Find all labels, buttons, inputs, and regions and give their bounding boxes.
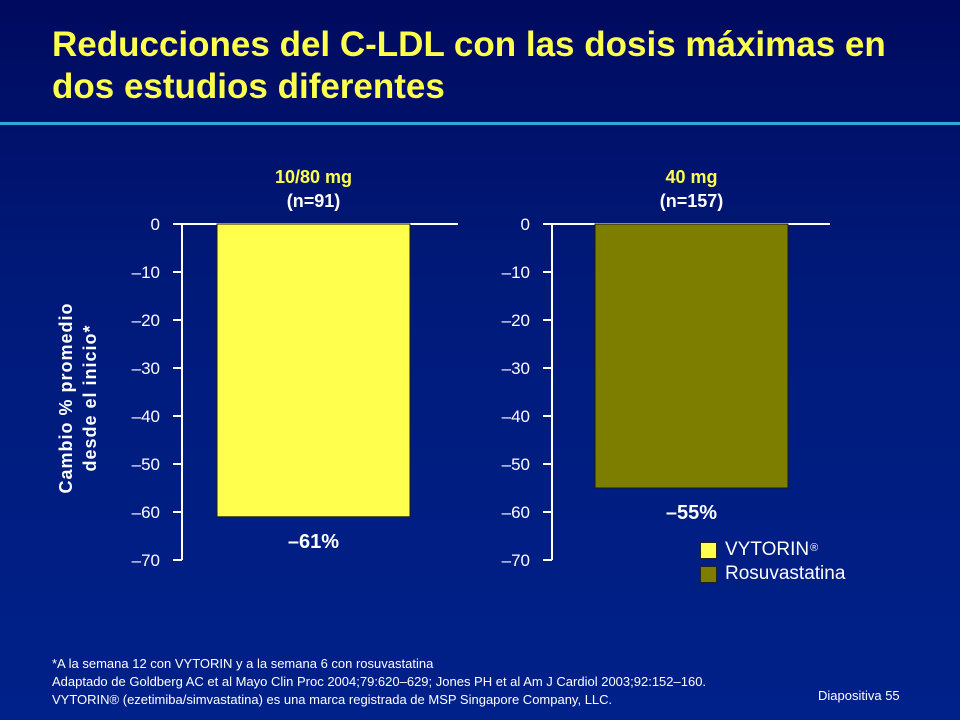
registered-mark: ®	[810, 542, 819, 554]
panel-1-y-tick-label: –70	[132, 551, 160, 570]
panel-2-y-tick-label: –40	[502, 407, 530, 426]
panel-2-y-tick-label: –30	[502, 359, 530, 378]
legend-item-rosuvastatina: Rosuvastatina	[700, 562, 845, 586]
y-axis-label-line-2: desde el inicio*	[80, 324, 100, 472]
panel-1-y-tick-label: –30	[132, 359, 160, 378]
panel-2-value-label: –55%	[666, 502, 717, 524]
panel-2-y-tick-label: 0	[521, 215, 530, 234]
panel-1-value-label: –61%	[288, 531, 339, 553]
slide-title: Reducciones del C-LDL con las dosis máxi…	[52, 25, 886, 106]
panel-1-y-tick-label: –10	[132, 263, 160, 282]
legend-item-vytorin: VYTORIN ®	[700, 538, 845, 562]
panel-2-y-tick-label: –20	[502, 311, 530, 330]
panel-1-dose-label: 10/80 mg	[275, 167, 352, 187]
panel-1-y-tick-label: –60	[132, 503, 160, 522]
panel-1-y-tick-label: –50	[132, 455, 160, 474]
legend: VYTORIN ® Rosuvastatina	[700, 538, 845, 586]
legend-label-vytorin: VYTORIN	[725, 539, 810, 560]
legend-label-rosuvastatina: Rosuvastatina	[725, 563, 846, 584]
footnote-1: *A la semana 12 con VYTORIN y a la seman…	[52, 656, 434, 671]
panel-2-dose-label: 40 mg	[665, 167, 717, 187]
panel-2-y-tick-label: –70	[502, 551, 530, 570]
legend-swatch-rosuvastatina	[700, 565, 717, 583]
panel-2-y-tick-label: –60	[502, 503, 530, 522]
panel-2-n-label: (n=157)	[660, 191, 724, 211]
footnote-3: VYTORIN® (ezetimiba/simvastatina) es una…	[52, 692, 613, 707]
y-axis-label: Cambio % promedio desde el inicio*	[54, 268, 104, 528]
panel-1-y-tick-label: –20	[132, 311, 160, 330]
panel-2-y-tick-label: –10	[502, 263, 530, 282]
legend-swatch-vytorin	[700, 541, 717, 559]
y-axis-label-line-1: Cambio % promedio	[56, 302, 76, 494]
title-divider	[0, 122, 960, 125]
panel-1-n-label: (n=91)	[287, 191, 341, 211]
panel-1-y-tick-label: 0	[151, 215, 160, 234]
footnote-2: Adaptado de Goldberg AC et al Mayo Clin …	[52, 674, 707, 689]
slide-number: Diapositiva 55	[818, 688, 900, 703]
panel-2-y-tick-label: –50	[502, 455, 530, 474]
panel-1-y-tick-label: –40	[132, 407, 160, 426]
panel-2-bar	[594, 223, 789, 489]
footnotes: *A la semana 12 con VYTORIN y a la seman…	[52, 655, 872, 709]
panel-1-bar	[216, 223, 411, 518]
